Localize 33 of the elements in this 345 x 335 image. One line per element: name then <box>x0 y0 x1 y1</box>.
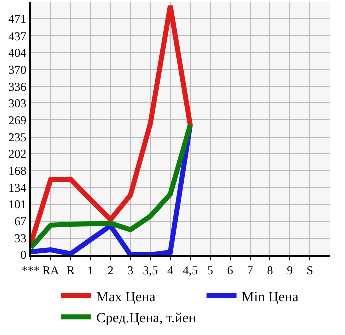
y-tick-label: 67 <box>14 214 27 229</box>
y-tick-label: 404 <box>8 46 27 60</box>
legend-label: Max Цена <box>96 290 156 306</box>
y-tick-label: 101 <box>8 198 27 212</box>
y-tick-label: 269 <box>8 113 27 128</box>
y-tick-label: 168 <box>8 164 27 178</box>
y-tick-label: 336 <box>8 80 27 94</box>
x-tick-label: 9 <box>287 263 294 278</box>
x-tick-label: *** <box>22 263 40 278</box>
legend-label: Сред.Цена, т.йен <box>96 312 197 327</box>
x-tick-label: 4 <box>168 263 174 278</box>
x-tick-label: RA <box>42 263 60 278</box>
x-tick-label: 8 <box>267 263 274 278</box>
y-tick-label: 134 <box>8 181 27 196</box>
y-tick-label: 471 <box>8 12 27 26</box>
x-tick-label: 3,5 <box>143 263 158 278</box>
x-tick-label: 4,5 <box>182 263 198 278</box>
y-tick-label: 437 <box>8 29 27 44</box>
y-tick-label: 33 <box>14 232 27 246</box>
x-tick-label: 2 <box>108 263 114 278</box>
y-tick-label: 303 <box>8 96 27 110</box>
y-tick-label: 370 <box>8 62 27 77</box>
x-tick-label: 3 <box>128 263 134 278</box>
y-tick-label: 235 <box>8 130 27 144</box>
legend-label: Min Цена <box>242 290 300 306</box>
x-tick-label: S <box>306 263 314 278</box>
x-tick-label: 6 <box>227 263 234 278</box>
x-tick-label: 7 <box>247 263 254 278</box>
y-tick-label: 0 <box>20 248 27 262</box>
x-tick-label: R <box>66 263 75 278</box>
x-tick-label: 5 <box>207 263 214 278</box>
x-tick-label: 1 <box>88 263 94 278</box>
y-tick-label: 202 <box>8 147 27 161</box>
